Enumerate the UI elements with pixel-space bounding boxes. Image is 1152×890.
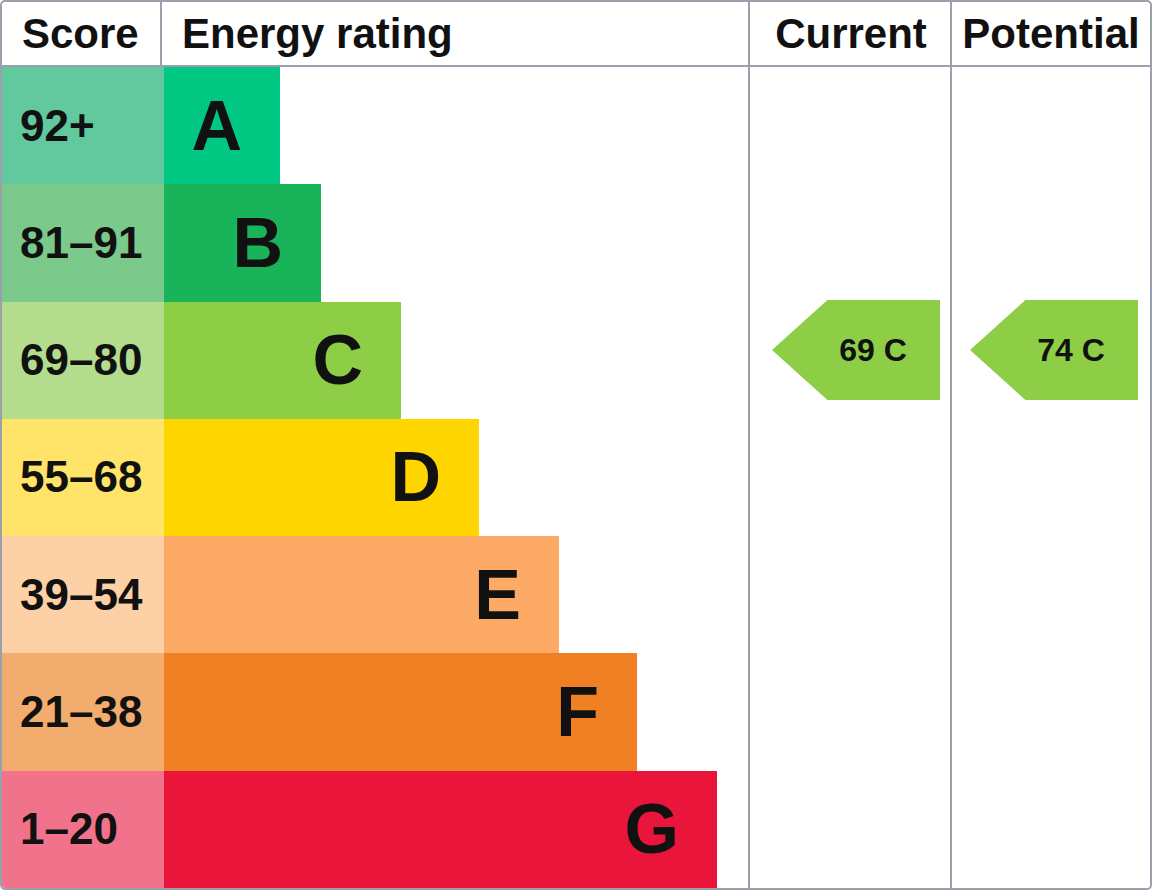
potential-column-divider — [950, 2, 952, 888]
band-letter: E — [474, 560, 521, 630]
band-letter: B — [232, 208, 283, 278]
band-bar: D — [164, 419, 479, 536]
band-score-cell: 92+ — [2, 67, 164, 184]
band-score-cell: 1–20 — [2, 771, 164, 888]
current-column-divider — [748, 2, 750, 888]
current-column-header: Current — [750, 2, 952, 65]
band-row-a: 92+ A — [2, 67, 748, 184]
band-row-f: 21–38 F — [2, 653, 748, 770]
band-row-e: 39–54 E — [2, 536, 748, 653]
band-bar: C — [164, 302, 401, 419]
potential-column-header: Potential — [952, 2, 1150, 65]
potential-rating-label: 74 C — [1037, 332, 1105, 369]
band-letter: A — [191, 91, 242, 161]
current-rating-arrow: 69 C — [772, 300, 940, 400]
band-score-cell: 81–91 — [2, 184, 164, 301]
score-column-header: Score — [2, 2, 162, 65]
band-rows: 92+ A 81–91 B 69–80 C 55–68 D 39–54 E 21… — [2, 67, 748, 888]
band-row-g: 1–20 G — [2, 771, 748, 888]
band-row-c: 69–80 C — [2, 302, 748, 419]
epc-rating-chart: Score Energy rating Current Potential 92… — [0, 0, 1152, 890]
header-row: Score Energy rating Current Potential — [2, 2, 1150, 67]
band-bar: F — [164, 653, 637, 770]
band-bar: B — [164, 184, 321, 301]
band-letter: G — [625, 794, 679, 864]
band-score-cell: 21–38 — [2, 653, 164, 770]
band-bar: G — [164, 771, 717, 888]
potential-rating-arrow: 74 C — [970, 300, 1138, 400]
band-letter: D — [390, 442, 441, 512]
band-score-cell: 55–68 — [2, 419, 164, 536]
band-letter: C — [312, 325, 363, 395]
current-rating-label: 69 C — [839, 332, 907, 369]
energy-rating-column-header: Energy rating — [162, 2, 750, 65]
band-score-cell: 69–80 — [2, 302, 164, 419]
band-bar: A — [164, 67, 280, 184]
band-letter: F — [556, 677, 599, 747]
band-score-cell: 39–54 — [2, 536, 164, 653]
band-row-d: 55–68 D — [2, 419, 748, 536]
band-row-b: 81–91 B — [2, 184, 748, 301]
band-bar: E — [164, 536, 559, 653]
